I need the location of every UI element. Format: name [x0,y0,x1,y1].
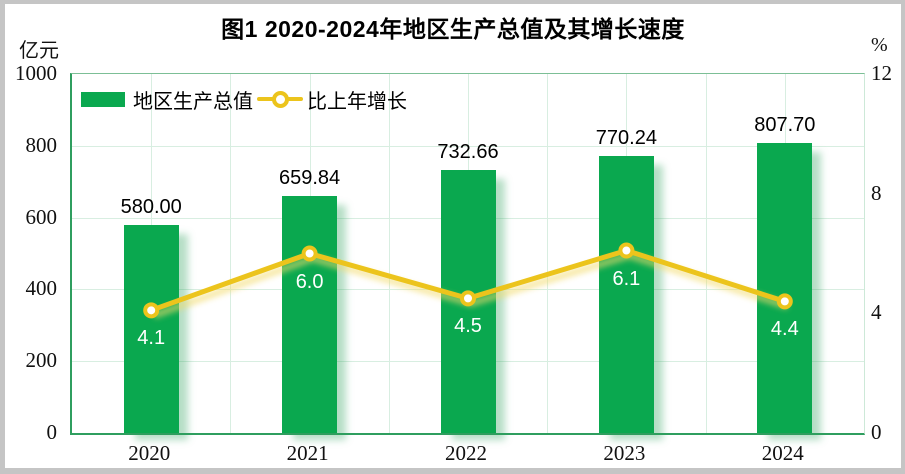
right-axis-tick-label: 8 [871,180,882,205]
bar-value-label: 770.24 [595,127,657,150]
left-axis-tick-label: 600 [25,204,58,229]
legend: 地区生产总值 比上年增长 [81,87,407,113]
bar-2020 [123,224,179,433]
left-axis-tick-label: 400 [25,276,58,301]
left-axis-tick-label: 1000 [15,61,57,85]
left-axis-tick-label: 200 [25,348,58,373]
legend-line-symbol [257,87,303,111]
growth-value-label: 6.1 [612,267,641,290]
bar-2021 [282,196,338,433]
vertical-gridline [230,74,232,433]
plot-area: 580.00 659.84 732.66 770.24 807.70 4.1 6.0 4.5 6… [70,73,865,435]
vertical-gridline [705,74,707,433]
x-axis-label-2020: 2020 [128,441,171,465]
bar-value-label: 580.00 [120,195,182,218]
bar-2023 [598,156,654,433]
right-axis-unit-label: % [871,34,888,56]
x-axis-label-2021: 2021 [286,441,329,465]
growth-marker-2024 [776,293,793,310]
x-axis-label-2024: 2024 [761,441,804,465]
left-axis-unit-label: 亿元 [19,40,59,62]
legend-bar-swatch [81,91,125,107]
bar-value-label: 732.66 [437,140,499,163]
legend-bar-series-label: 地区生产总值 [133,90,253,113]
bar-value-label: 807.70 [754,114,816,137]
growth-marker-2022 [460,290,476,307]
horizontal-gridline [72,145,864,147]
growth-value-label: 4.5 [454,315,482,338]
chart-title: 图1 2020-2024年地区生产总值及其增长速度 [221,16,685,42]
legend-line-series-label: 比上年增长 [307,90,407,113]
x-axis-label-2023: 2023 [603,441,646,465]
bar-2024 [757,143,813,433]
left-axis-tick-label: 800 [25,132,58,157]
right-axis-tick-label: 12 [871,61,892,85]
growth-value-label: 4.4 [770,318,799,341]
vertical-gridline [388,74,390,433]
growth-value-label: 6.0 [295,270,324,293]
vertical-gridline [547,74,549,433]
x-axis-label-2022: 2022 [445,441,487,465]
growth-line-chart [143,242,793,319]
bar-value-label: 659.84 [279,167,341,190]
legend-line-marker-icon [272,91,289,108]
growth-marker-2020 [143,302,160,319]
growth-value-label: 4.1 [137,327,166,350]
left-axis-tick-label: 0 [46,420,58,444]
right-axis-tick-label: 4 [871,300,882,325]
growth-marker-2023 [618,242,635,259]
growth-line-glow [153,251,789,319]
right-axis-tick-label: 0 [871,420,882,444]
growth-marker-2021 [301,245,318,262]
